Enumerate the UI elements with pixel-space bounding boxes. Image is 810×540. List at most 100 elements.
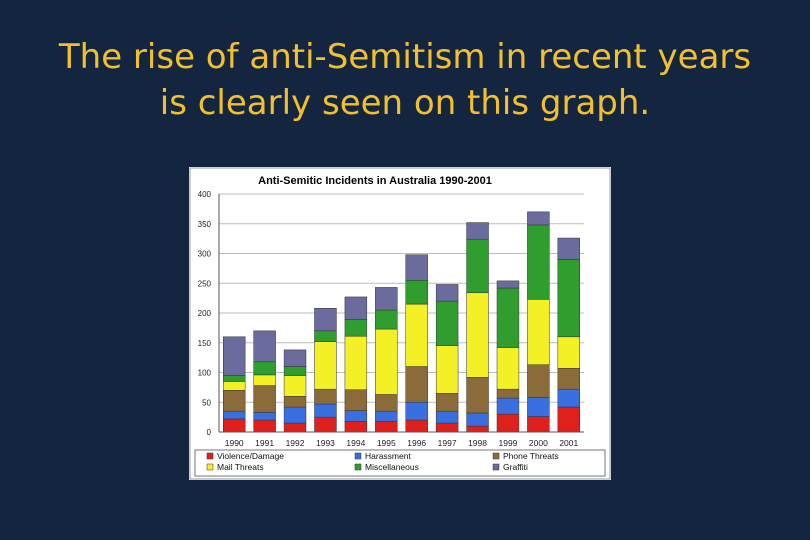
bar-segment: [253, 374, 276, 386]
bar-segment: [405, 254, 428, 281]
bar-segment: [314, 416, 337, 433]
legend-label: Mail Threats: [217, 462, 264, 472]
bar-segment: [435, 345, 459, 394]
bar-segment: [314, 388, 337, 405]
bar-segment: [375, 394, 398, 412]
y-tick-label: 50: [202, 398, 211, 407]
legend-swatch: [354, 463, 362, 471]
bar-segment: [496, 280, 520, 289]
chart-title: Anti-Semitic Incidents in Australia 1990…: [258, 175, 492, 187]
bar-segment: [344, 389, 368, 411]
bar-segment: [405, 366, 428, 403]
x-tick-label: 1995: [377, 438, 396, 448]
bar-segment: [223, 410, 246, 420]
bar-segment: [223, 390, 246, 412]
y-tick-label: 200: [198, 309, 212, 318]
y-tick-label: 100: [198, 369, 212, 378]
bar-segment: [527, 299, 550, 366]
bar-segment: [527, 416, 550, 433]
bar-segment: [344, 319, 368, 337]
bar-segment: [283, 422, 307, 433]
x-tick-label: 1991: [255, 438, 274, 448]
bar-segment: [314, 330, 337, 342]
x-tick-label: 1992: [286, 438, 305, 448]
legend-swatch: [206, 463, 214, 471]
chart-border: [189, 167, 611, 480]
bar-segment: [557, 368, 580, 390]
bar-segment: [283, 375, 307, 397]
bar-segment: [527, 397, 550, 417]
bar-segment: [314, 403, 337, 418]
x-tick-label: 2000: [529, 438, 548, 448]
bar-segment: [283, 396, 307, 408]
bars: [223, 211, 580, 433]
x-tick-label: 1993: [316, 438, 335, 448]
axes: 0 50 100 150 200 250 300 350 400 1990 1991 1992 1993…: [198, 190, 584, 448]
bar-segment: [344, 421, 368, 433]
bar-segment: [557, 336, 580, 369]
bar-segment: [466, 238, 489, 294]
bar-segment: [496, 397, 520, 415]
legend-box: [194, 449, 606, 477]
bar-segment: [223, 375, 246, 382]
legend-label: Phone Threats: [503, 451, 559, 461]
bar-segment: [405, 419, 428, 433]
legend-label: Miscellaneous: [365, 462, 419, 472]
bar-segment: [527, 211, 550, 226]
bar-segment: [223, 418, 246, 433]
bar-segment: [283, 349, 307, 367]
bar-segment: [496, 287, 520, 348]
bar-segment: [283, 366, 307, 376]
legend-swatch: [354, 452, 362, 460]
bar-segment: [466, 292, 489, 378]
bar-segment: [314, 341, 337, 390]
x-tick-label: 2001: [559, 438, 578, 448]
bar-segment: [223, 381, 246, 391]
bar-segment: [253, 385, 276, 413]
bar-segment: [496, 347, 520, 390]
y-tick-label: 300: [198, 250, 212, 259]
legend-label: Graffiti: [503, 462, 528, 472]
x-tick-label: 1997: [438, 438, 457, 448]
stacked-bar-chart: Anti-Semitic Incidents in Australia 1990…: [189, 167, 611, 480]
bar-segment: [557, 237, 580, 260]
bar-segment: [527, 224, 550, 300]
bar-segment: [253, 330, 276, 363]
legend: Violence/Damage Harassment Phone Threats Ma…: [194, 449, 606, 477]
slide-title-line-1: The rise of anti-Semitism in recent year…: [58, 37, 752, 77]
x-tick-label: 1998: [468, 438, 487, 448]
slide-title-line-2: is clearly seen on this graph.: [159, 83, 651, 123]
bar-segment: [375, 328, 398, 395]
bar-segment: [527, 364, 550, 398]
bar-segment: [466, 222, 489, 240]
bar-segment: [375, 410, 398, 422]
bar-segment: [375, 287, 398, 311]
chart-frame: Anti-Semitic Incidents in Australia 1990…: [189, 167, 611, 480]
bar-segment: [375, 309, 398, 330]
bar-segment: [496, 413, 520, 433]
legend-swatch: [206, 452, 214, 460]
bar-segment: [253, 412, 276, 421]
bar-segment: [466, 412, 489, 427]
y-tick-label: 400: [198, 190, 212, 199]
bar-segment: [253, 419, 276, 433]
x-tick-label: 1994: [346, 438, 365, 448]
bar-segment: [314, 307, 337, 332]
bar-segment: [344, 335, 368, 391]
x-tick-label: 1999: [498, 438, 517, 448]
bar-segment: [435, 284, 459, 302]
y-tick-label: 250: [198, 279, 212, 288]
bar-segment: [344, 410, 368, 422]
bar-segment: [466, 377, 489, 414]
bar-segment: [405, 280, 428, 305]
bar-segment: [223, 336, 246, 376]
bar-segment: [283, 406, 307, 424]
bar-segment: [405, 402, 428, 421]
y-tick-label: 350: [198, 220, 212, 229]
bar-segment: [435, 300, 459, 346]
bar-segment: [496, 388, 520, 399]
bar-segment: [435, 410, 459, 424]
bar-segment: [253, 361, 276, 376]
x-tick-label: 1990: [225, 438, 244, 448]
